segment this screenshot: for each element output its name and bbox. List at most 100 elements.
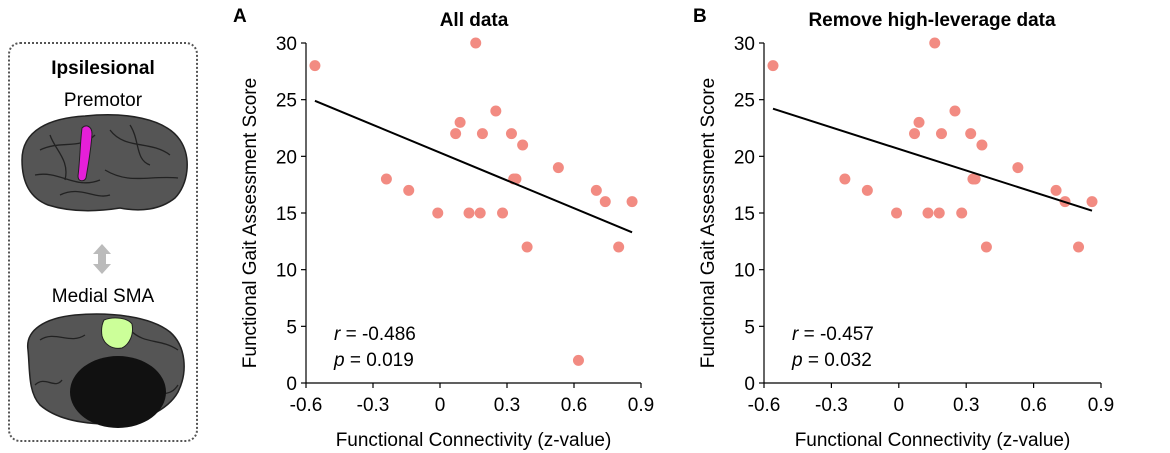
inset-heading: Ipsilesional [51, 58, 155, 79]
panel-label: B [693, 6, 707, 27]
x-tick-label: -0.3 [815, 395, 848, 416]
y-tick-label: 10 [276, 261, 297, 282]
stat-r-symbol: r [792, 324, 799, 345]
y-tick-label: 20 [276, 147, 297, 168]
data-point [922, 207, 934, 219]
data-point [403, 184, 415, 196]
brain-lateral-illustration [21, 114, 188, 212]
data-point [949, 105, 961, 117]
stat-r: r = -0.486 [334, 324, 416, 345]
chart-panel-b: B Remove high-leverage data 0 5 10 15 20 25 30 -0… [693, 6, 1114, 451]
stat-p: p = 0.019 [333, 350, 414, 371]
x-tick-label: 0 [435, 395, 446, 416]
inset-region-premotor-label: Premotor [63, 90, 143, 111]
data-point [1086, 196, 1098, 208]
x-tick-label: 0.6 [1020, 395, 1046, 416]
y-axis-label: Functional Gait Assessment Score [240, 78, 261, 368]
data-point [626, 196, 638, 208]
data-point [935, 128, 947, 140]
connectivity-arrow-icon [93, 244, 111, 274]
regression-line [314, 99, 633, 234]
data-point [510, 173, 522, 185]
regression-line [772, 107, 1093, 212]
data-point [476, 128, 488, 140]
data-point [767, 60, 779, 72]
data-point [909, 128, 921, 140]
data-point [956, 207, 968, 219]
y-tick-label: 30 [276, 34, 297, 55]
data-point [505, 128, 517, 140]
data-point [933, 207, 945, 219]
y-tick-label: 15 [734, 204, 755, 225]
x-axis-label: Functional Connectivity (z-value) [795, 430, 1071, 451]
data-point [913, 116, 925, 128]
data-point [463, 207, 475, 219]
data-point [929, 37, 941, 49]
data-point [590, 184, 602, 196]
stat-p: p = 0.032 [791, 350, 872, 371]
stat-p-value: = 0.032 [803, 350, 872, 371]
y-tick-label: 25 [276, 91, 297, 112]
stat-p-symbol: p [333, 350, 345, 371]
stat-r-value: = -0.486 [340, 324, 416, 345]
data-point [976, 139, 988, 151]
data-point [613, 241, 625, 253]
data-point [497, 207, 509, 219]
y-tick-label: 5 [286, 317, 297, 338]
x-tick-label: 0.9 [628, 395, 654, 416]
x-tick-label: 0.3 [494, 395, 520, 416]
stat-r-symbol: r [334, 324, 341, 345]
chart-title: Remove high-leverage data [808, 10, 1056, 31]
x-tick-label: -0.3 [357, 395, 390, 416]
data-point [432, 207, 444, 219]
data-point [517, 139, 529, 151]
data-point [474, 207, 486, 219]
panel-label: A [233, 6, 247, 27]
data-point [1050, 184, 1062, 196]
data-point [1012, 162, 1024, 174]
data-point [891, 207, 903, 219]
x-tick-label: -0.6 [748, 395, 781, 416]
chart-title: All data [440, 10, 509, 31]
data-point [490, 105, 502, 117]
stat-r: r = -0.457 [792, 324, 874, 345]
data-point [572, 354, 584, 366]
data-point [552, 162, 564, 174]
y-axis-label: Functional Gait Assessment Score [698, 78, 719, 368]
data-point [521, 241, 533, 253]
stat-p-value: = 0.019 [345, 350, 414, 371]
data-point [599, 196, 611, 208]
y-tick-label: 0 [286, 374, 297, 395]
stat-p-symbol: p [791, 350, 803, 371]
data-point [470, 37, 482, 49]
data-point [969, 173, 981, 185]
premotor-region [77, 125, 93, 182]
data-point [1073, 241, 1085, 253]
y-tick-label: 15 [276, 204, 297, 225]
x-axis-label: Functional Connectivity (z-value) [336, 430, 612, 451]
inset-region-sma-label: Medial SMA [51, 286, 155, 307]
sma-region [101, 317, 133, 349]
x-tick-label: -0.6 [290, 395, 323, 416]
chart-panel-a: A All data 0 5 10 15 20 25 30 -0.6 -0.3 0 0.3 0.6 0.9 F… [233, 6, 654, 451]
data-point [454, 116, 466, 128]
x-tick-label: 0.3 [953, 395, 979, 416]
data-point [839, 173, 851, 185]
x-tick-label: 0 [894, 395, 905, 416]
x-tick-label: 0.6 [561, 395, 587, 416]
data-point [380, 173, 392, 185]
x-tick-label: 0.9 [1088, 395, 1114, 416]
data-point [861, 184, 873, 196]
y-tick-label: 20 [734, 147, 755, 168]
y-tick-label: 5 [744, 317, 755, 338]
y-tick-label: 0 [744, 374, 755, 395]
y-tick-label: 30 [734, 34, 755, 55]
data-point [980, 241, 992, 253]
data-point [450, 128, 462, 140]
brain-medial-illustration [27, 313, 185, 428]
data-point [965, 128, 977, 140]
y-tick-label: 10 [734, 261, 755, 282]
inset-panel [8, 42, 198, 442]
